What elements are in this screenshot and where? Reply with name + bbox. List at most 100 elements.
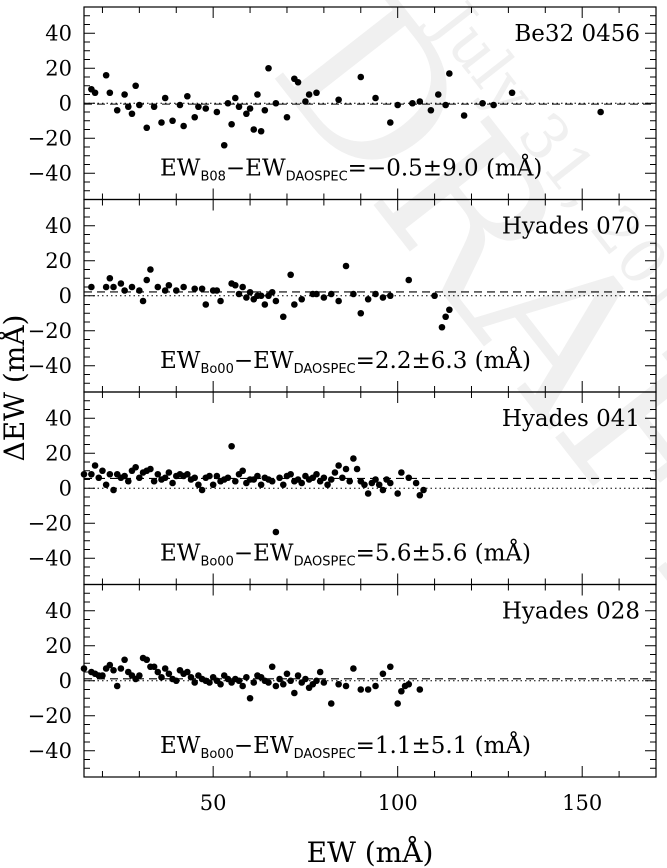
data-point: [327, 700, 335, 707]
data-point: [438, 323, 446, 331]
relation-annotation: EWBo00−EWDAOSPEC=2.2±6.3 (mÅ): [160, 346, 531, 377]
data-point: [169, 479, 176, 487]
data-point: [257, 292, 265, 300]
data-point: [442, 101, 449, 109]
data-point: [254, 472, 261, 480]
data-point: [434, 91, 442, 98]
data-point: [272, 528, 280, 536]
data-point: [154, 470, 162, 478]
data-point: [420, 486, 427, 494]
panels-group: −40 −20 0 20 40 Be32 0456 EWB08−EWDAOSPEC=−0.5…: [28, 6, 657, 778]
data-point: [442, 313, 449, 321]
data-point: [279, 313, 287, 321]
data-point: [283, 670, 291, 678]
data-point: [386, 479, 394, 487]
data-point: [313, 677, 320, 685]
data-point: [147, 465, 154, 473]
data-point: [350, 455, 357, 462]
data-point: [180, 283, 187, 291]
data-point: [110, 666, 117, 674]
data-point: [479, 99, 486, 107]
y-tick-label: 40: [45, 21, 72, 45]
data-point: [327, 476, 335, 483]
data-point: [232, 477, 239, 485]
data-point: [302, 98, 309, 105]
data-point: [232, 94, 239, 102]
data-point: [239, 467, 246, 475]
data-point: [154, 668, 162, 676]
y-tick-label: −20: [28, 319, 72, 343]
data-point: [357, 686, 365, 693]
data-point: [95, 474, 103, 482]
data-point: [283, 113, 291, 121]
data-point: [165, 469, 173, 476]
data-point: [379, 294, 387, 301]
x-tick-label: 50: [200, 791, 227, 815]
data-point: [176, 101, 184, 109]
y-tick-label: 0: [59, 284, 72, 308]
data-point: [91, 89, 99, 97]
data-point: [405, 276, 413, 284]
data-point: [372, 94, 379, 102]
data-point: [320, 294, 328, 301]
data-point: [143, 656, 151, 664]
data-point: [132, 82, 139, 90]
data-point: [276, 474, 283, 482]
data-point: [150, 663, 158, 671]
y-tick-label: 40: [45, 406, 72, 430]
data-point: [416, 686, 424, 693]
x-tick-labels: 50 100 150: [200, 791, 602, 815]
x-axis-label: EW (mÅ): [307, 836, 434, 868]
data-point: [372, 682, 379, 690]
data-point: [150, 103, 158, 111]
data-point: [265, 64, 272, 72]
data-point: [161, 94, 169, 102]
y-tick-label: −40: [28, 354, 72, 378]
data-point: [217, 297, 224, 305]
data-point: [394, 101, 401, 109]
data-point: [232, 281, 239, 289]
data-point: [335, 462, 342, 469]
data-point: [213, 472, 221, 480]
data-point: [136, 474, 143, 482]
data-point: [88, 283, 95, 291]
data-point: [106, 274, 114, 282]
y-tick-label: 20: [45, 56, 72, 80]
data-point: [490, 101, 497, 109]
data-point: [132, 463, 139, 471]
star-label: Hyades 070: [502, 214, 640, 240]
data-point: [80, 665, 88, 672]
data-point: [195, 481, 202, 489]
y-tick-label: −40: [28, 739, 72, 763]
data-point: [110, 486, 117, 494]
data-point: [206, 679, 213, 686]
data-point: [165, 670, 173, 678]
data-point: [335, 96, 342, 104]
panel-4: −40 −20 0 20 40 Hyades 028 EWBo00−EWDAOSPEC=1.…: [28, 583, 657, 778]
data-point: [272, 99, 280, 107]
data-point: [357, 309, 365, 317]
data-point: [243, 673, 250, 681]
data-point: [294, 672, 302, 679]
data-point: [158, 673, 165, 681]
data-point: [597, 108, 604, 116]
data-point: [372, 476, 379, 483]
y-tick-label: −20: [28, 511, 72, 535]
y-tick-label: 0: [59, 476, 72, 500]
data-point: [243, 294, 250, 301]
data-point: [124, 103, 132, 111]
data-point: [250, 126, 258, 133]
data-point: [446, 70, 453, 77]
draft-watermark: DRAFT July 31, 2014: [230, 0, 667, 673]
data-point: [239, 682, 246, 690]
data-point: [172, 287, 180, 294]
data-point: [405, 474, 413, 482]
data-point: [446, 306, 453, 314]
relation-annotation: EWBo00−EWDAOSPEC=1.1±5.1 (mÅ): [160, 731, 531, 762]
data-point: [113, 106, 121, 114]
data-point: [250, 679, 258, 686]
data-point: [136, 101, 143, 109]
data-point: [342, 262, 350, 270]
data-point: [386, 292, 394, 300]
data-point: [224, 99, 232, 107]
